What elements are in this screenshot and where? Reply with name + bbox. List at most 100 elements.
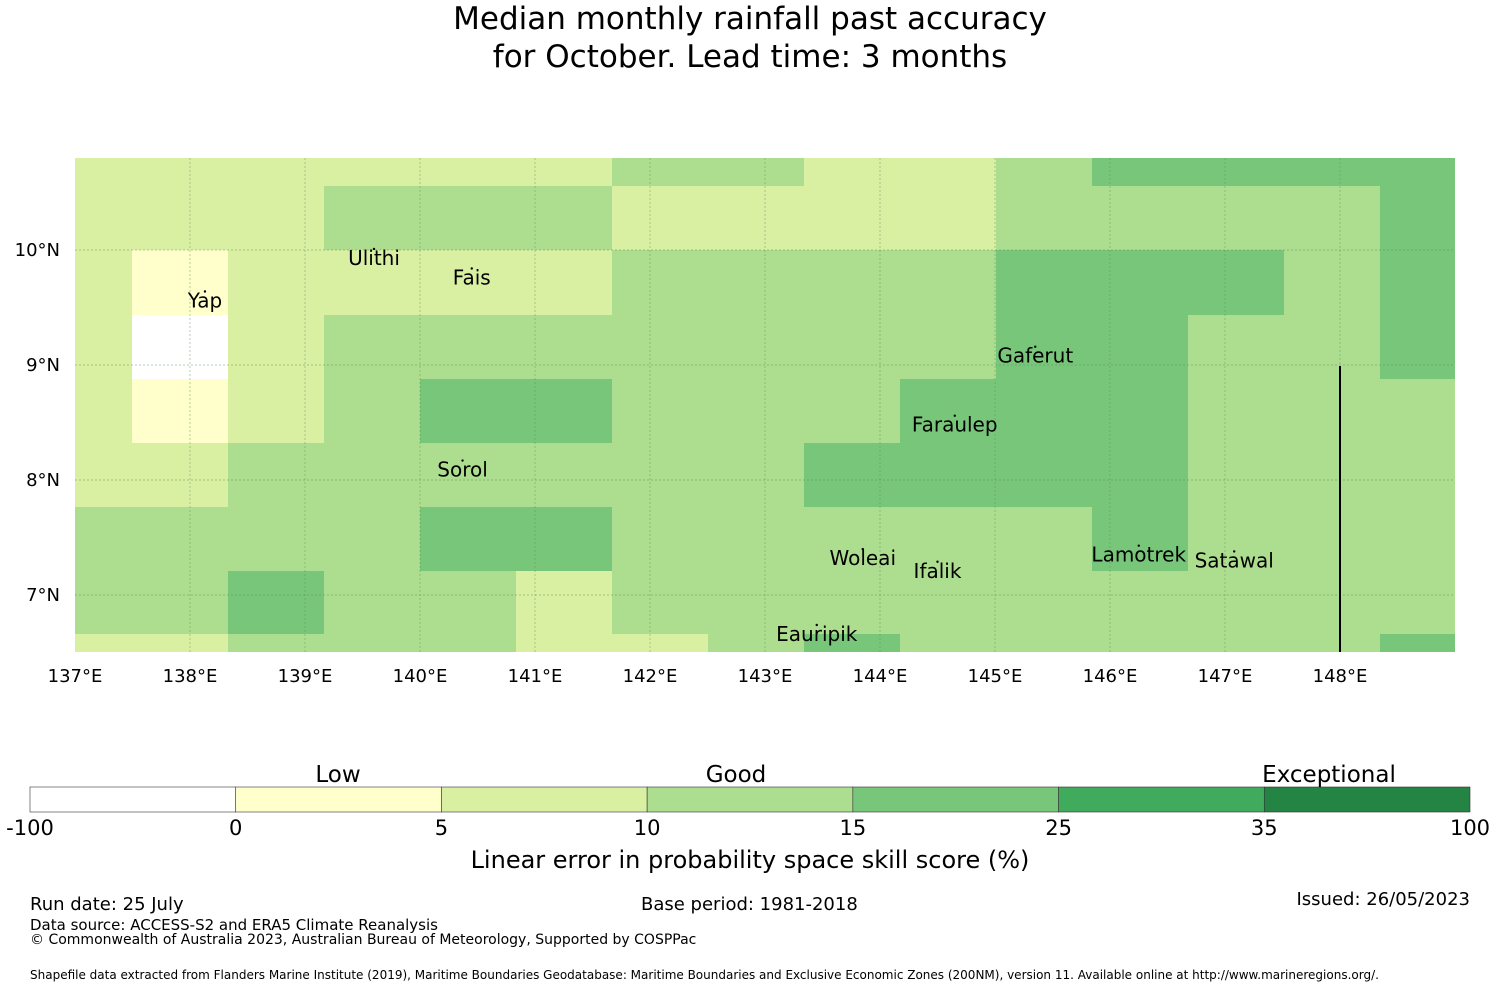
grid-cell (228, 315, 324, 379)
lon-tick-label: 142°E (623, 666, 678, 687)
lon-tick-label: 137°E (48, 666, 103, 687)
grid-cell (708, 158, 804, 186)
grid-cell (804, 443, 900, 507)
grid-cell (1092, 158, 1188, 186)
grid-cell (516, 443, 612, 507)
colorbar-segment (646, 786, 854, 813)
lat-tick-label: 10°N (15, 240, 60, 261)
colorbar-segment (1058, 786, 1265, 813)
grid-cell (900, 186, 996, 250)
grid-cell (804, 158, 900, 186)
grid-cell (75, 634, 132, 652)
grid-cell (132, 634, 228, 652)
base-period: Base period: 1981-2018 (641, 894, 858, 915)
grid-cell (612, 507, 708, 571)
grid-cell (804, 571, 900, 634)
place-label: Woleai (829, 546, 896, 570)
grid-cell (132, 379, 228, 443)
grid-cell (324, 379, 420, 443)
grid-cell (996, 571, 1092, 634)
grid-cell (708, 507, 804, 571)
grid-cell (1284, 315, 1380, 379)
grid-cell (1092, 507, 1188, 571)
grid-cell (132, 250, 228, 315)
place-label: Yap (187, 289, 222, 313)
title-line-1: Median monthly rainfall past accuracy (453, 1, 1047, 37)
place-label: Faraulep (912, 413, 998, 437)
grid-cell (132, 443, 228, 507)
grid-cell (708, 315, 804, 379)
grid-cell (228, 634, 324, 652)
lon-tick-label: 145°E (968, 666, 1023, 687)
issued-date: Issued: 26/05/2023 (1296, 889, 1470, 910)
grid-cell (1188, 571, 1284, 634)
grid-cell (324, 186, 420, 250)
run-date: Run date: 25 July (30, 894, 184, 915)
place-label: Gaferut (997, 344, 1073, 368)
island-marker (372, 247, 376, 251)
lon-tick-label: 146°E (1083, 666, 1138, 687)
grid-cell (996, 186, 1092, 250)
grid-cell (612, 315, 708, 379)
grid-cell (1188, 158, 1284, 186)
grid-cell (228, 158, 324, 186)
lat-tick-label: 9°N (26, 355, 60, 376)
grid-cell (228, 250, 324, 315)
grid-cell (708, 443, 804, 507)
colorbar-tick-label: 100 (1450, 816, 1490, 840)
grid-cell (900, 379, 996, 443)
grid-cell (612, 186, 708, 250)
grid-cell (708, 634, 804, 652)
grid-cell (1380, 571, 1455, 634)
colorbar-ticks: -100 0 5 10 15 25 35 100 (6, 816, 1490, 840)
map-title: Median monthly rainfall past accuracy fo… (0, 0, 1500, 76)
place-label: Ifalik (914, 559, 962, 583)
grid-cell (804, 379, 900, 443)
colorbar-tick-label: 25 (1045, 816, 1072, 840)
colorbar (29, 786, 1471, 813)
island-marker (470, 267, 473, 270)
grid-cell (516, 379, 612, 443)
grid-cell (228, 186, 324, 250)
colorbar-category-label: Good (706, 762, 767, 788)
grid-cell (1188, 186, 1284, 250)
grid-cell (75, 250, 132, 315)
grid-cell (900, 634, 996, 652)
grid-cell (900, 443, 996, 507)
place-label: Satawal (1195, 548, 1274, 572)
grid-cell (1380, 507, 1455, 571)
grid-cell (324, 315, 420, 379)
grid-cell (516, 158, 612, 186)
grid-cell (516, 634, 612, 652)
grid-cell (900, 250, 996, 315)
colorbar-segment (852, 786, 1059, 813)
grid-cell (900, 315, 996, 379)
grid-cell (996, 158, 1092, 186)
grid-cell (75, 379, 132, 443)
grid-cell (1380, 379, 1455, 443)
grid-cell (75, 186, 132, 250)
colorbar-category-label: Exceptional (1262, 762, 1396, 788)
grid-cell (516, 315, 612, 379)
grid-cell (132, 315, 228, 379)
lon-tick-label: 141°E (508, 666, 563, 687)
grid-cell (612, 158, 708, 186)
island-marker (1034, 345, 1037, 348)
grid-cell (420, 186, 516, 250)
colorbar-tick-label: -100 (6, 816, 54, 840)
island-marker (461, 459, 464, 462)
grid-cell (1092, 379, 1188, 443)
colorbar-tick-label: 35 (1251, 816, 1278, 840)
lon-tick-label: 143°E (738, 666, 793, 687)
lon-tick-label: 139°E (278, 666, 333, 687)
grid-cell (516, 507, 612, 571)
grid-cell (1284, 158, 1380, 186)
grid-cell (900, 158, 996, 186)
place-label: Eauripik (776, 622, 858, 646)
grid-cell (324, 443, 420, 507)
grid-cell (1092, 634, 1188, 652)
grid-cell (132, 158, 228, 186)
grid-cell (1188, 315, 1284, 379)
colorbar-tick-label: 5 (435, 816, 448, 840)
